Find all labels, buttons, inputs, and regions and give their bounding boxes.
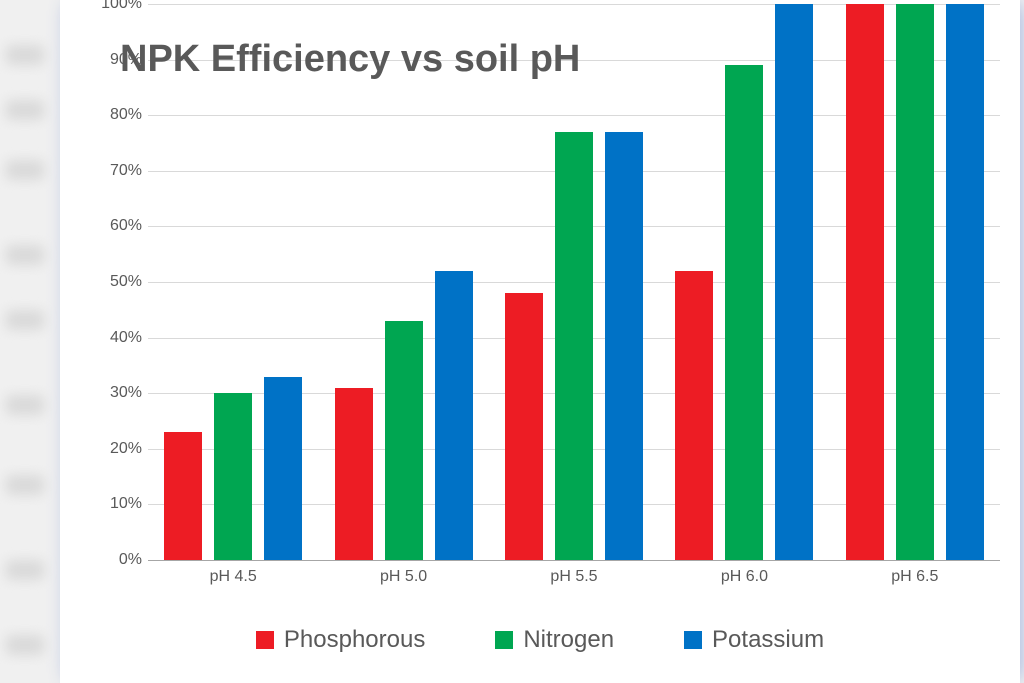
bar-phosphorous [164, 432, 202, 560]
y-axis-label: 0% [119, 551, 142, 569]
y-axis-label: 10% [110, 495, 142, 513]
blur-stub [6, 395, 44, 415]
legend-swatch [256, 631, 274, 649]
y-axis-label: 90% [110, 51, 142, 69]
chart-card: NPK Efficiency vs soil pH 0%10%20%30%40%… [60, 0, 1020, 683]
bar-nitrogen [725, 65, 763, 560]
bar-group [505, 4, 643, 560]
x-axis-label: pH 5.0 [380, 568, 427, 586]
blur-stub [6, 45, 44, 65]
bar-nitrogen [214, 393, 252, 560]
x-axis-label: pH 6.0 [721, 568, 768, 586]
legend-label: Potassium [712, 626, 824, 654]
bar-group [164, 4, 302, 560]
legend-item-potassium: Potassium [684, 626, 824, 654]
bar-phosphorous [675, 271, 713, 560]
blur-stub [6, 475, 44, 495]
plot-region: 0%10%20%30%40%50%60%70%80%90%100% [148, 4, 1000, 561]
blur-stub [6, 560, 44, 580]
y-axis-label: 50% [110, 273, 142, 291]
y-axis-label: 30% [110, 384, 142, 402]
blur-stub [6, 310, 44, 330]
x-axis-label: pH 4.5 [210, 568, 257, 586]
background-blur-stubs [0, 0, 60, 683]
bar-group [335, 4, 473, 560]
y-axis-label: 60% [110, 217, 142, 235]
legend-item-nitrogen: Nitrogen [495, 626, 614, 654]
bar-potassium [264, 377, 302, 560]
bar-nitrogen [896, 4, 934, 560]
legend-swatch [495, 631, 513, 649]
chart-area: NPK Efficiency vs soil pH 0%10%20%30%40%… [80, 4, 1000, 604]
blur-stub [6, 635, 44, 655]
bar-nitrogen [555, 132, 593, 560]
bar-phosphorous [335, 388, 373, 560]
bar-group [675, 4, 813, 560]
bar-phosphorous [505, 293, 543, 560]
bar-nitrogen [385, 321, 423, 560]
y-axis-label: 20% [110, 440, 142, 458]
y-axis-label: 100% [101, 0, 142, 13]
blur-stub [6, 100, 44, 120]
legend-label: Phosphorous [284, 626, 425, 654]
y-axis-label: 40% [110, 329, 142, 347]
x-axis-label: pH 5.5 [550, 568, 597, 586]
legend: Phosphorous Nitrogen Potassium [60, 610, 1020, 670]
x-axis-label: pH 6.5 [891, 568, 938, 586]
bar-potassium [775, 4, 813, 560]
blur-stub [6, 160, 44, 180]
blur-stub [6, 245, 44, 265]
y-axis-label: 70% [110, 162, 142, 180]
bar-potassium [605, 132, 643, 560]
bar-potassium [946, 4, 984, 560]
bar-potassium [435, 271, 473, 560]
legend-item-phosphorous: Phosphorous [256, 626, 425, 654]
legend-label: Nitrogen [523, 626, 614, 654]
legend-swatch [684, 631, 702, 649]
y-axis-label: 80% [110, 106, 142, 124]
bar-group [846, 4, 984, 560]
bar-phosphorous [846, 4, 884, 560]
